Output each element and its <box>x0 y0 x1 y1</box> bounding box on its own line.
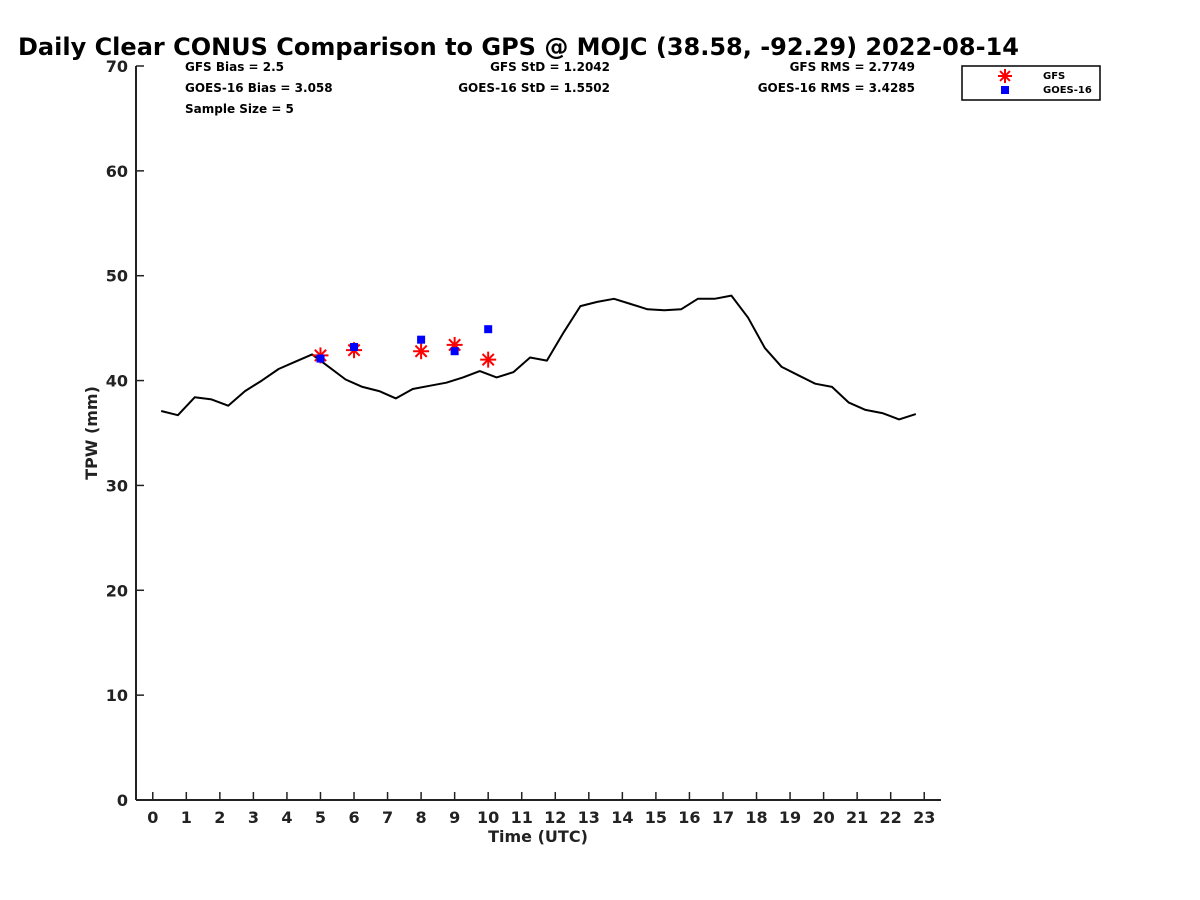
gfs-std-label: GFS StD = 1.2042 <box>490 60 610 74</box>
goes-16-point <box>350 343 359 352</box>
axes: 0 1 2 3 4 5 6 7 8 9 10 11 12 13 14 15 16 17 18 19 20 21 22 2301… <box>106 57 941 827</box>
legend: GFS GOES-16 <box>961 65 1101 101</box>
goes-16-point <box>316 354 325 363</box>
y-tick-label: 30 <box>106 476 128 495</box>
goes-std-label: GOES-16 StD = 1.5502 <box>458 81 610 95</box>
y-tick-label: 50 <box>106 267 128 286</box>
goes-rms-label: GOES-16 RMS = 3.4285 <box>758 81 915 95</box>
y-tick-label: 0 <box>117 791 128 810</box>
gps-line-layer <box>160 294 917 421</box>
y-tick-label: 40 <box>106 372 128 391</box>
y-tick-label: 10 <box>106 686 128 705</box>
x-tick-label: 3 <box>248 808 259 827</box>
legend-box <box>961 65 1101 101</box>
x-tick-label: 22 <box>880 808 902 827</box>
x-tick-label: 14 <box>611 808 633 827</box>
x-tick-label: 20 <box>812 808 834 827</box>
legend-gfs-symbol <box>998 69 1012 83</box>
gfs-point <box>413 343 430 360</box>
y-tick-label: 70 <box>106 57 128 76</box>
legend-goes-marker <box>1001 86 1009 94</box>
gfs-point <box>480 351 497 368</box>
goes-16-point <box>484 325 493 334</box>
x-tick-label: 16 <box>678 808 700 827</box>
goes-16-point <box>417 335 426 344</box>
legend-gfs-label: GFS <box>1043 71 1065 82</box>
x-tick-label: 21 <box>846 808 868 827</box>
gfs-bias-label: GFS Bias = 2.5 <box>185 60 284 74</box>
goes-bias-label: GOES-16 Bias = 3.058 <box>185 81 333 95</box>
x-tick-label: 15 <box>645 808 667 827</box>
x-tick-label: 2 <box>214 808 225 827</box>
marker-layer <box>312 325 497 368</box>
x-tick-label: 13 <box>578 808 600 827</box>
legend-goes-symbol <box>1001 86 1009 94</box>
x-axis-label: Time (UTC) <box>488 827 588 846</box>
sample-size-label: Sample Size = 5 <box>185 102 294 116</box>
x-tick-label: 17 <box>712 808 734 827</box>
legend-gfs-marker <box>998 69 1012 83</box>
y-tick-label: 20 <box>106 581 128 600</box>
x-tick-label: 9 <box>449 808 460 827</box>
x-tick-label: 23 <box>913 808 935 827</box>
x-tick-label: 11 <box>511 808 533 827</box>
x-tick-label: 19 <box>779 808 801 827</box>
chart-title: Daily Clear CONUS Comparison to GPS @ MO… <box>18 33 1019 61</box>
x-tick-label: 5 <box>315 808 326 827</box>
x-tick-label: 4 <box>281 808 292 827</box>
x-tick-label: 1 <box>181 808 192 827</box>
gfs-rms-label: GFS RMS = 2.7749 <box>790 60 915 74</box>
goes-16-point <box>450 347 459 356</box>
x-tick-label: 0 <box>147 808 158 827</box>
x-tick-label: 7 <box>382 808 393 827</box>
x-tick-label: 6 <box>348 808 359 827</box>
y-axis-label: TPW (mm) <box>82 386 101 480</box>
gps-tpw-line <box>160 294 917 421</box>
legend-goes-label: GOES-16 <box>1043 85 1092 96</box>
x-tick-label: 12 <box>544 808 566 827</box>
x-tick-label: 18 <box>745 808 767 827</box>
y-tick-label: 60 <box>106 162 128 181</box>
x-tick-label: 10 <box>477 808 499 827</box>
x-tick-label: 8 <box>416 808 427 827</box>
